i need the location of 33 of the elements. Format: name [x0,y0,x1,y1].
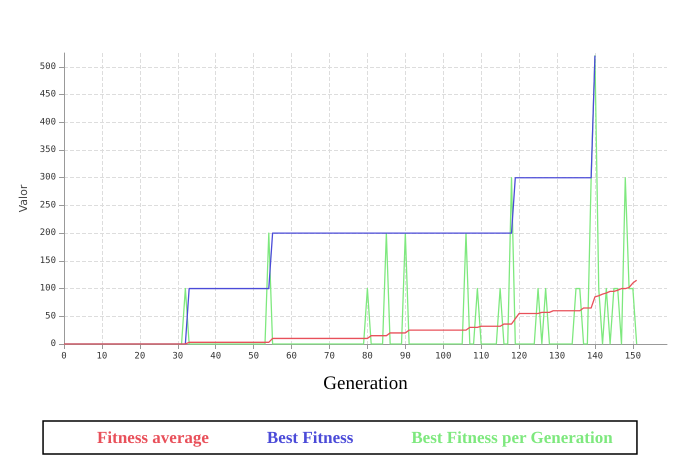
x-axis-title: Generation [323,373,408,394]
y-tick-label: 300 [40,172,56,183]
x-tick-label: 110 [473,352,490,362]
y-tick-label: 500 [40,62,56,72]
x-tick-label: 40 [210,352,222,362]
x-tick-label: 60 [286,352,297,362]
text: Best Fitness [266,428,354,447]
x-tick-label: 140 [586,352,604,362]
y-tick-label: 400 [40,117,56,128]
text: Fitness average [97,428,210,447]
x-tick-label: 70 [324,352,335,362]
x-tick-label: 50 [248,352,260,362]
y-tick-label: 50 [45,311,56,322]
y-tick-label: 350 [40,145,56,155]
line-series [63,280,638,345]
x-tick-label: 150 [624,352,641,362]
x-tick-label: 100 [435,352,452,362]
y-tick-label: 100 [40,284,56,294]
y-axis-title: Valor [16,184,30,212]
x-tick-label: 0 [61,352,67,362]
x-tick-label: 120 [510,352,528,362]
x-tick-label: 90 [400,352,411,362]
x-tick-label: 30 [172,352,184,362]
x-tick-label: 20 [134,352,146,362]
x-tick-label: 80 [362,352,373,362]
x-tick-label: 10 [96,352,108,362]
y-tick-label: 0 [50,339,56,349]
text: Best Fitness per Generation [411,428,614,447]
x-tick-label: 130 [548,352,566,362]
y-tick-label: 450 [40,90,56,100]
y-tick-label: 200 [40,228,56,238]
y-tick-label: 250 [40,200,56,210]
y-tick-label: 150 [40,256,56,266]
